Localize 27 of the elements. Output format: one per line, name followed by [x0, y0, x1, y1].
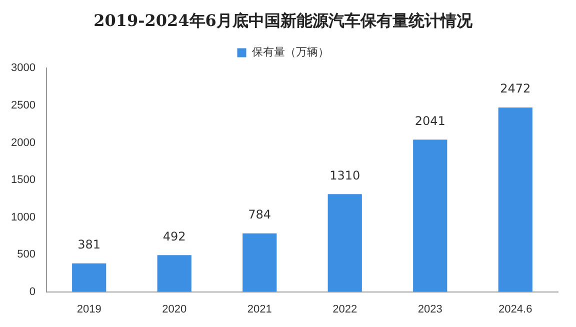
data-label: 381 — [78, 238, 101, 252]
x-tick-label: 2024.6 — [498, 303, 532, 316]
bar — [498, 108, 532, 292]
x-tick-label: 2023 — [418, 303, 442, 316]
data-label: 492 — [162, 229, 186, 244]
bar — [157, 255, 192, 292]
bar — [242, 233, 277, 292]
y-tick-label: 500 — [17, 248, 36, 261]
bar — [413, 140, 448, 292]
x-tick-label: 2022 — [332, 303, 358, 316]
data-label: 2472 — [500, 82, 531, 96]
data-label: 1310 — [330, 168, 360, 182]
bar — [72, 263, 106, 292]
x-tick-label: 2019 — [76, 303, 102, 316]
y-tick-label: 2000 — [10, 136, 36, 149]
bar — [328, 194, 362, 292]
y-tick-label: 3000 — [10, 62, 36, 74]
y-tick-label: 2500 — [10, 100, 36, 112]
y-tick-label: 0 — [29, 286, 36, 298]
legend-label: 保有量（万辆） — [252, 46, 329, 59]
x-tick-label: 2020 — [162, 303, 187, 316]
data-label: 784 — [248, 207, 272, 222]
chart-title: 2019-2024年6月底中国新能源汽车保有量统计情况 — [94, 10, 474, 30]
data-label: 2041 — [414, 114, 446, 128]
y-tick-label: 1500 — [10, 174, 36, 186]
x-tick-label: 2021 — [247, 303, 272, 316]
y-tick-label: 1000 — [10, 211, 36, 224]
